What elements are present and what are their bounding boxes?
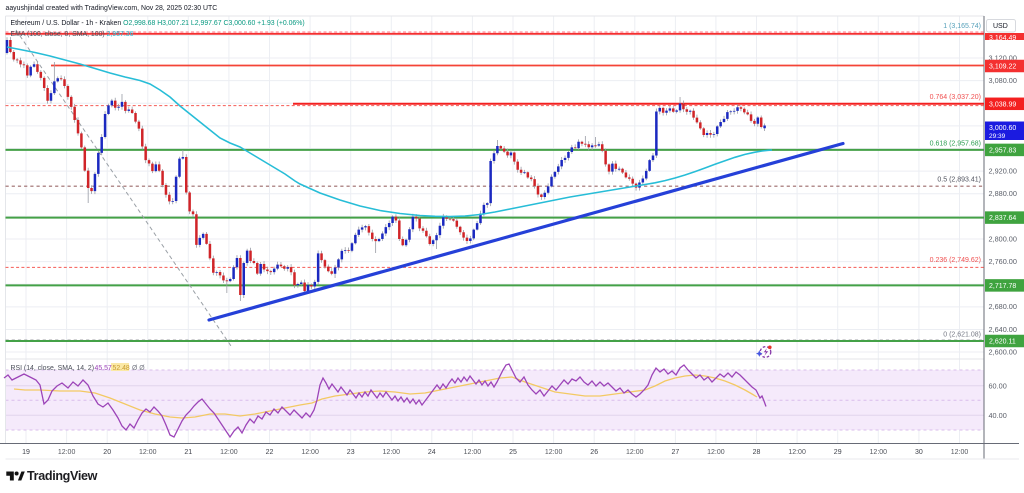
svg-text:3,120.00: 3,120.00 <box>989 54 1017 63</box>
svg-text:12:00: 12:00 <box>139 449 157 456</box>
svg-text:3,080.00: 3,080.00 <box>989 76 1017 85</box>
svg-text:1 (3,165.74): 1 (3,165.74) <box>943 23 981 30</box>
svg-text:24: 24 <box>428 449 436 456</box>
svg-text:12:00: 12:00 <box>788 449 806 456</box>
svg-text:23: 23 <box>347 449 355 456</box>
svg-text:40.00: 40.00 <box>989 411 1007 420</box>
svg-text:3,038.99: 3,038.99 <box>989 101 1016 108</box>
svg-text:12:00: 12:00 <box>951 449 969 456</box>
svg-text:60.00: 60.00 <box>989 381 1007 390</box>
svg-text:12:00: 12:00 <box>545 449 563 456</box>
svg-text:12:00: 12:00 <box>383 449 401 456</box>
svg-text:25: 25 <box>509 449 517 456</box>
svg-text:0.236 (2,749.62): 0.236 (2,749.62) <box>930 257 981 264</box>
svg-text:2,620.11: 2,620.11 <box>989 339 1016 346</box>
svg-text:RSI (14, close, SMA, 14, 2): RSI (14, close, SMA, 14, 2) <box>11 365 95 372</box>
svg-text:aayushjindal created with Trad: aayushjindal created with TradingView.co… <box>6 5 218 12</box>
svg-text:2,760.00: 2,760.00 <box>989 257 1017 266</box>
svg-text:12:00: 12:00 <box>220 449 238 456</box>
svg-text:29: 29 <box>834 449 842 456</box>
svg-text:0.5 (2,893.41): 0.5 (2,893.41) <box>937 177 981 184</box>
svg-text:2,717.78: 2,717.78 <box>989 283 1016 290</box>
svg-text:26: 26 <box>590 449 598 456</box>
svg-text:12:00: 12:00 <box>58 449 76 456</box>
svg-text:3,164.49: 3,164.49 <box>989 35 1016 42</box>
svg-text:12:00: 12:00 <box>464 449 482 456</box>
svg-text:20: 20 <box>103 449 111 456</box>
svg-text:EMA (100, close, 0, SMA, 100): EMA (100, close, 0, SMA, 100) 2,957.36 <box>11 31 134 38</box>
svg-text:2,880.00: 2,880.00 <box>989 189 1017 198</box>
svg-text:Ø Ø: Ø Ø <box>132 365 145 372</box>
svg-text:2,920.00: 2,920.00 <box>989 167 1017 176</box>
svg-text:TradingView: TradingView <box>27 469 98 483</box>
svg-text:22: 22 <box>266 449 274 456</box>
svg-text:USD: USD <box>993 23 1008 30</box>
svg-text:30: 30 <box>915 449 923 456</box>
svg-text:12:00: 12:00 <box>870 449 888 456</box>
svg-text:2,957.83: 2,957.83 <box>989 148 1016 155</box>
svg-text:2,640.00: 2,640.00 <box>989 325 1017 334</box>
svg-text:52.48: 52.48 <box>113 365 130 372</box>
svg-text:27: 27 <box>672 449 680 456</box>
svg-text:12:00: 12:00 <box>707 449 725 456</box>
svg-text:12:00: 12:00 <box>626 449 644 456</box>
svg-text:0.764 (3,037.20): 0.764 (3,037.20) <box>930 94 981 101</box>
svg-text:21: 21 <box>184 449 192 456</box>
svg-text:29:39: 29:39 <box>989 133 1006 140</box>
svg-text:3,000.60: 3,000.60 <box>989 125 1016 132</box>
svg-text:3,109.22: 3,109.22 <box>989 64 1016 71</box>
svg-text:45.57: 45.57 <box>95 365 112 372</box>
svg-text:19: 19 <box>22 449 30 456</box>
svg-text:28: 28 <box>753 449 761 456</box>
svg-text:2,600.00: 2,600.00 <box>989 347 1017 356</box>
svg-text:2,680.00: 2,680.00 <box>989 302 1017 311</box>
svg-text:0.618 (2,957.68): 0.618 (2,957.68) <box>930 141 981 148</box>
svg-text:2,837.64: 2,837.64 <box>989 215 1016 222</box>
svg-text:2,800.00: 2,800.00 <box>989 234 1017 243</box>
svg-text:0 (2,621.08): 0 (2,621.08) <box>943 332 981 339</box>
svg-text:Ethereum / U.S. Dollar - 1h -: Ethereum / U.S. Dollar - 1h - Kraken O2,… <box>11 20 305 27</box>
svg-text:12:00: 12:00 <box>301 449 319 456</box>
